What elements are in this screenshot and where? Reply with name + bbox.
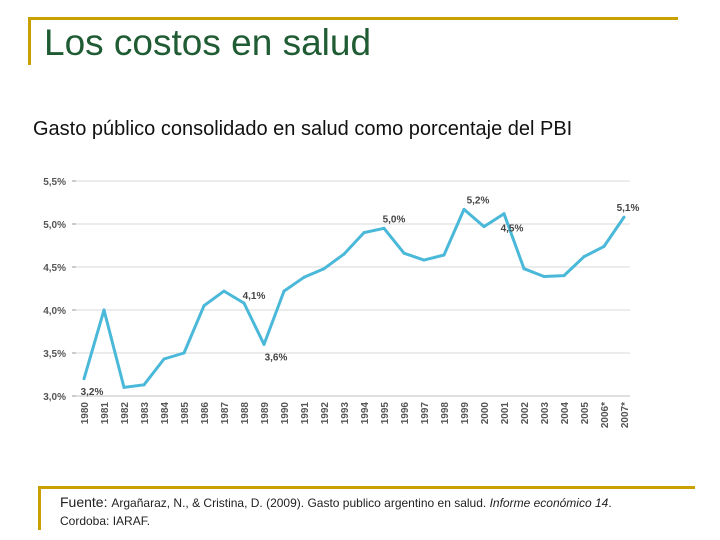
data-point — [542, 274, 546, 278]
x-tick-label: 1989 — [260, 402, 271, 425]
data-point — [282, 289, 286, 293]
x-tick-label: 1987 — [220, 402, 231, 425]
x-tick-label: 1995 — [380, 402, 391, 425]
slide-title: Los costos en salud — [44, 22, 372, 63]
x-tick-label: 1983 — [140, 402, 151, 425]
data-point — [402, 251, 406, 255]
x-tick-label: 1984 — [160, 402, 171, 425]
x-tick-label: 1994 — [360, 402, 371, 425]
footnote-journal: Informe económico 14 — [489, 496, 609, 510]
title-rule-top — [28, 17, 678, 20]
x-tick-label: 2003 — [540, 402, 551, 425]
line-chart: 3,0% 3,5% 4,0% 4,5% 5,0% 5,5% 1980 1981 1982 1983… — [43, 177, 640, 428]
x-tick-label: 1999 — [460, 402, 471, 425]
data-label: 4,5% — [501, 224, 524, 235]
data-point — [522, 267, 526, 271]
data-point — [82, 377, 86, 381]
data-point — [102, 308, 106, 312]
data-point — [162, 357, 166, 361]
data-label: 5,2% — [467, 195, 490, 206]
x-tick-label: 1990 — [280, 402, 291, 425]
data-point — [582, 255, 586, 259]
footnote-rule-top — [38, 486, 695, 489]
x-tick-label: 1996 — [400, 402, 411, 425]
data-point — [262, 342, 266, 346]
y-tick-label: 4,5% — [43, 263, 66, 274]
data-point — [322, 267, 326, 271]
x-tick-label: 1985 — [180, 402, 191, 425]
data-point — [462, 207, 466, 211]
data-point — [602, 244, 606, 248]
data-point — [482, 225, 486, 229]
x-tick-label: 2005 — [580, 402, 591, 425]
footnote-publisher: . Cordoba: IARAF. — [60, 496, 612, 528]
x-tick-label: 2002 — [520, 402, 531, 425]
data-point — [142, 383, 146, 387]
x-tick-label: 2004 — [560, 402, 571, 425]
data-point — [382, 226, 386, 230]
data-point — [242, 301, 246, 305]
x-tick-label: 1981 — [100, 402, 111, 425]
title-rule-left — [28, 17, 31, 65]
series-line — [82, 207, 626, 389]
source-footnote: Fuente: Argañaraz, N., & Cristina, D. (2… — [60, 493, 660, 530]
data-label: 4,1% — [243, 291, 266, 302]
chart-subtitle: Gasto público consolidado en salud como … — [33, 118, 573, 140]
data-label: 3,2% — [81, 387, 104, 398]
data-point — [562, 274, 566, 278]
data-point — [442, 253, 446, 257]
x-tick-label: 2007* — [620, 402, 631, 428]
x-tick-label: 2006* — [600, 402, 611, 428]
data-label: 5,1% — [617, 203, 640, 214]
data-point — [342, 252, 346, 256]
x-tick-label: 1982 — [120, 402, 131, 425]
data-point — [202, 304, 206, 308]
y-tick-label: 3,5% — [43, 349, 66, 360]
footnote-lead: Fuente: — [60, 494, 112, 510]
y-tick-label: 5,0% — [43, 220, 66, 231]
data-point — [302, 275, 306, 279]
x-tick-label: 1998 — [440, 402, 451, 425]
data-point — [622, 215, 626, 219]
data-point — [222, 289, 226, 293]
x-tick-label: 1980 — [80, 402, 91, 425]
x-tick-label: 1986 — [200, 402, 211, 425]
x-tick-label: 2001 — [500, 402, 511, 425]
x-tick-label: 2000 — [480, 402, 491, 425]
y-tick-label: 3,0% — [43, 392, 66, 403]
x-tick-label: 1997 — [420, 402, 431, 425]
data-label: 5,0% — [383, 214, 406, 225]
x-tick-label: 1992 — [320, 402, 331, 425]
x-tick-label: 1991 — [300, 402, 311, 425]
data-point — [122, 385, 126, 389]
data-point — [182, 351, 186, 355]
data-point — [502, 212, 506, 216]
data-point — [422, 258, 426, 262]
footnote-rule-left — [38, 486, 41, 530]
y-tick-label: 4,0% — [43, 306, 66, 317]
y-tick-label: 5,5% — [43, 177, 66, 188]
x-tick-label: 1993 — [340, 402, 351, 425]
footnote-citation: Argañaraz, N., & Cristina, D. (2009). Ga… — [111, 496, 490, 510]
x-tick-label: 1988 — [240, 402, 251, 425]
data-point — [362, 231, 366, 235]
data-label: 3,6% — [265, 352, 288, 363]
